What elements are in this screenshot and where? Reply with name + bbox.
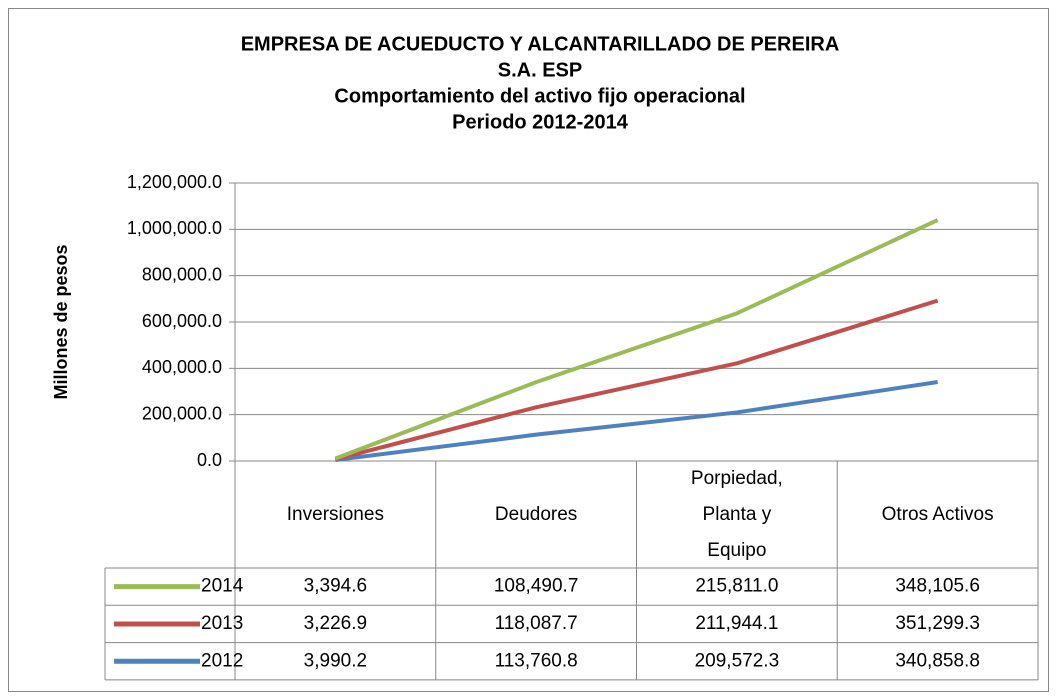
y-axis-label: Millones de pesos [51,244,71,399]
y-tick-label: 200,000.0 [142,403,222,423]
series-line [334,218,939,461]
table-value: 3,226.9 [304,613,367,634]
y-tick-label: 800,000.0 [142,264,222,284]
chart-title: Comportamiento del activo fijo operacion… [334,85,745,107]
category-label: Inversiones [286,503,384,525]
table-value: 209,572.3 [695,650,780,671]
table-value: 3,990.2 [304,650,367,671]
chart-border [8,8,1049,692]
table-value: 211,944.1 [695,613,778,634]
table-value: 108,490.7 [494,576,579,597]
chart-title: EMPRESA DE ACUEDUCTO Y ALCANTARILLADO DE… [241,33,840,55]
legend-label: 2012 [201,650,243,671]
y-tick-label: 1,000,000.0 [127,218,222,238]
table-value: 348,105.6 [895,576,980,597]
table-value: 351,299.3 [895,613,980,634]
table-value: 3,394.6 [304,576,367,597]
y-tick-label: 400,000.0 [142,357,222,377]
y-tick-label: 600,000.0 [142,311,222,331]
legend-label: 2013 [201,613,243,634]
table-value: 118,087.7 [495,613,578,634]
legend-label: 2014 [201,576,244,597]
chart-title: Periodo 2012-2014 [452,111,629,133]
category-label: Porpiedad, Planta y Equipo [690,467,783,561]
series-line [335,380,938,463]
table-value: 215,811.0 [695,576,778,597]
y-tick-label: 0.0 [197,450,222,470]
chart-title: S.A. ESP [498,59,582,81]
table-value: 340,858.8 [895,650,980,671]
table-value: 113,760.8 [495,650,578,671]
category-label: Deudores [494,503,578,525]
category-label: Otros Activos [881,503,994,525]
y-tick-label: 1,200,000.0 [127,172,222,192]
series-line [334,298,939,462]
